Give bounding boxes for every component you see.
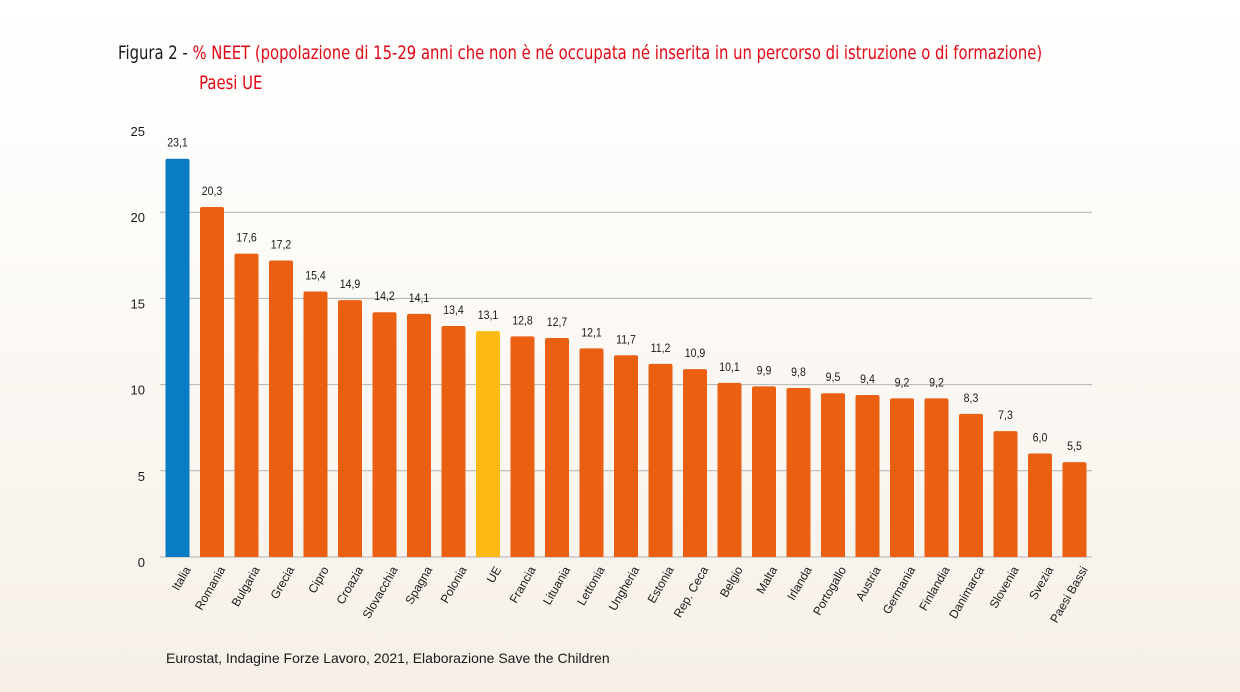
data-label-ungheria: 11,7 bbox=[616, 334, 636, 347]
bar-paesi-bassi bbox=[1062, 462, 1087, 557]
chart-title-main: % NEET (popolazione di 15-29 anni che no… bbox=[192, 42, 1043, 64]
y-tick-label-10: 10 bbox=[131, 383, 145, 398]
bar-malta bbox=[752, 386, 776, 557]
data-label-portogallo: 9,5 bbox=[826, 372, 841, 385]
bar-rep-ceca bbox=[683, 369, 707, 557]
category-label-polonia: Polonia bbox=[438, 564, 470, 606]
bar-spagna bbox=[407, 313, 431, 557]
category-label-lituania: Lituania bbox=[540, 564, 573, 608]
category-label-malta: Malta bbox=[753, 564, 780, 597]
bar-bulgaria bbox=[234, 253, 259, 558]
category-label-austria: Austria bbox=[853, 564, 884, 604]
category-label-slovenia: Slovenia bbox=[987, 564, 1022, 611]
bar-lettonia bbox=[579, 348, 604, 557]
data-label-ue: 13,1 bbox=[478, 310, 499, 323]
bar-slovenia bbox=[993, 431, 1018, 557]
y-tick-label-0: 0 bbox=[138, 555, 145, 570]
data-label-spagna: 14,1 bbox=[409, 292, 430, 305]
bar-portogallo bbox=[821, 393, 845, 557]
category-label-germania: Germania bbox=[880, 564, 919, 617]
data-label-lituania: 12,7 bbox=[547, 316, 568, 329]
category-label-ungheria: Ungheria bbox=[606, 564, 643, 613]
chart-title: Figura 2 - % NEET (popolazione di 15-29 … bbox=[118, 38, 1042, 98]
category-label-belgio: Belgio bbox=[717, 564, 746, 600]
category-label-bulgaria: Bulgaria bbox=[229, 564, 263, 609]
data-label-danimarca: 8,3 bbox=[964, 392, 979, 405]
category-label-lettonia: Lettonia bbox=[574, 564, 608, 608]
data-label-irlanda: 9,8 bbox=[791, 366, 806, 379]
category-label-grecia: Grecia bbox=[267, 564, 297, 602]
y-tick-label-15: 15 bbox=[131, 296, 145, 311]
bar-cipro bbox=[303, 291, 328, 557]
category-label-ue: UE bbox=[484, 564, 504, 585]
bar-danimarca bbox=[959, 413, 983, 557]
data-label-austria: 9,4 bbox=[860, 373, 875, 386]
bar-estonia bbox=[648, 363, 673, 557]
bar-austria bbox=[855, 394, 880, 557]
category-label-estonia: Estonia bbox=[645, 564, 677, 606]
y-tick-label-25: 25 bbox=[131, 124, 145, 139]
figure-number: Figura 2 - bbox=[118, 42, 188, 64]
source-note: Eurostat, Indagine Forze Lavoro, 2021, E… bbox=[166, 650, 610, 666]
bar-belgio bbox=[717, 382, 742, 557]
category-label-rep-ceca: Rep. Ceca bbox=[671, 564, 712, 620]
bar-germania bbox=[890, 398, 914, 557]
category-label-spagna: Spagna bbox=[402, 564, 435, 607]
data-label-germania: 9,2 bbox=[895, 377, 910, 390]
bar-romania bbox=[200, 207, 224, 557]
bar-italia bbox=[165, 158, 190, 558]
data-label-svezia: 6,0 bbox=[1033, 432, 1048, 445]
chart-subtitle: Paesi UE bbox=[199, 72, 263, 94]
data-label-francia: 12,8 bbox=[512, 315, 533, 328]
bar-croazia bbox=[338, 300, 362, 557]
category-label-portogallo: Portogallo bbox=[810, 564, 849, 618]
data-label-romania: 20,3 bbox=[202, 185, 223, 198]
category-label-svezia: Svezia bbox=[1026, 564, 1056, 602]
data-label-grecia: 17,2 bbox=[271, 239, 292, 252]
data-label-finlandia: 9,2 bbox=[929, 377, 944, 390]
data-label-italia: 23,1 bbox=[167, 137, 188, 150]
y-tick-label-20: 20 bbox=[131, 210, 145, 225]
bar-svezia bbox=[1028, 453, 1052, 557]
data-label-lettonia: 12,1 bbox=[581, 327, 602, 340]
category-label-danimarca: Danimarca bbox=[946, 564, 987, 622]
category-label-croazia: Croazia bbox=[333, 564, 366, 607]
data-label-cipro: 15,4 bbox=[305, 270, 326, 283]
category-label-romania: Romania bbox=[192, 564, 228, 613]
bar-polonia bbox=[441, 325, 466, 557]
data-label-malta: 9,9 bbox=[757, 365, 772, 378]
bar-ue bbox=[476, 331, 500, 557]
category-label-slovacchia: Slovacchia bbox=[360, 564, 401, 622]
data-label-polonia: 13,4 bbox=[443, 304, 464, 317]
bar-slovacchia bbox=[372, 312, 397, 557]
category-label-francia: Francia bbox=[507, 564, 539, 606]
category-label-cipro: Cipro bbox=[305, 564, 332, 596]
data-label-rep-ceca: 10,9 bbox=[685, 348, 706, 361]
category-label-finlandia: Finlandia bbox=[916, 564, 953, 613]
category-label-italia: Italia bbox=[169, 564, 194, 593]
data-label-slovacchia: 14,2 bbox=[374, 291, 395, 304]
bar-finlandia bbox=[924, 398, 949, 557]
y-tick-label-5: 5 bbox=[138, 469, 145, 484]
bar-francia bbox=[510, 336, 535, 557]
data-label-slovenia: 7,3 bbox=[998, 410, 1013, 423]
bar-lituania bbox=[545, 338, 569, 557]
bar-irlanda bbox=[786, 388, 811, 557]
bar-grecia bbox=[269, 260, 293, 557]
data-label-bulgaria: 17,6 bbox=[236, 232, 257, 245]
category-label-irlanda: Irlanda bbox=[784, 564, 815, 603]
data-label-belgio: 10,1 bbox=[719, 361, 740, 374]
data-label-estonia: 11,2 bbox=[651, 342, 671, 355]
data-label-croazia: 14,9 bbox=[340, 279, 361, 292]
data-label-paesi-bassi: 5,5 bbox=[1067, 441, 1082, 454]
bar-ungheria bbox=[614, 355, 638, 557]
